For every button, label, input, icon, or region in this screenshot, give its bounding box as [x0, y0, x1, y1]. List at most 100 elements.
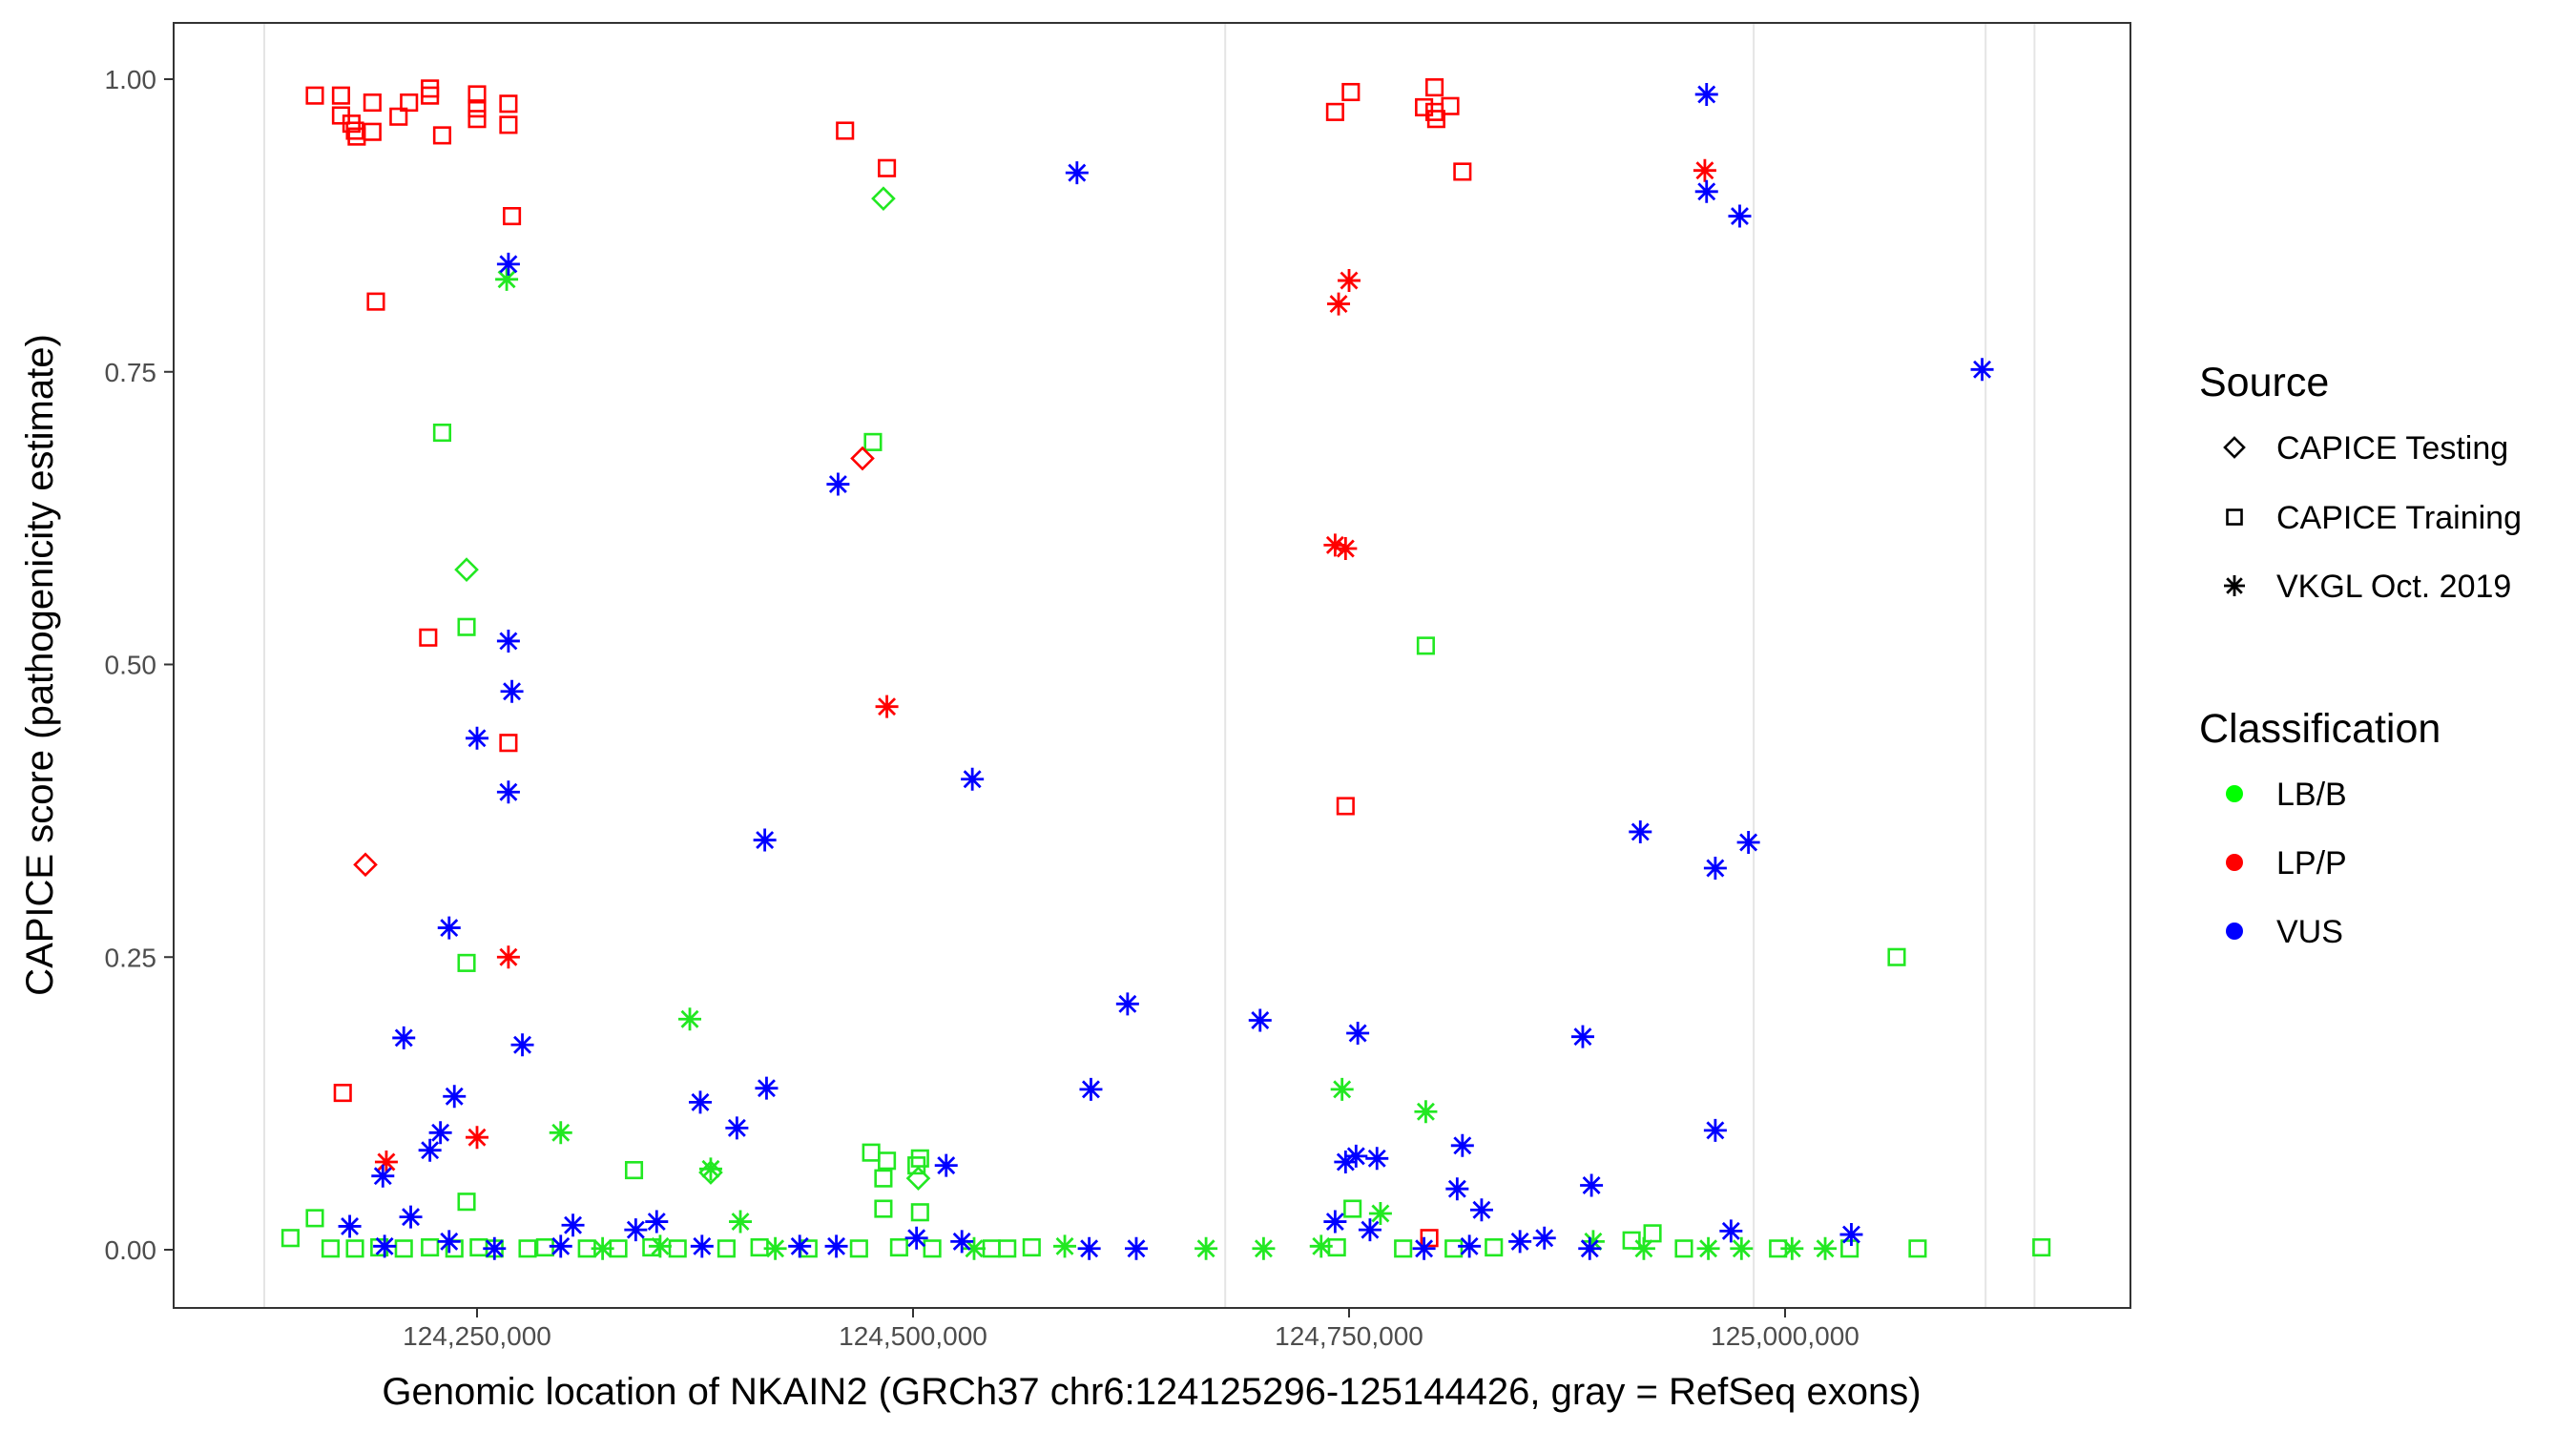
series-capice-training-lp-p [305, 78, 1472, 1248]
data-point [1631, 1236, 1655, 1260]
data-point [878, 1151, 897, 1171]
data-point [1334, 1150, 1358, 1173]
data-point [437, 916, 461, 940]
data-point [1412, 1236, 1436, 1260]
data-point [1840, 1239, 1859, 1258]
data-point [366, 292, 385, 311]
data-point [1368, 1201, 1392, 1225]
data-point [457, 1192, 476, 1212]
data-point [1426, 110, 1445, 129]
data-point [1508, 1230, 1532, 1254]
series-vkgl-oct-2019-lb-b [495, 267, 1838, 1260]
data-point [1124, 1236, 1148, 1260]
data-point [392, 1026, 416, 1049]
data-point [950, 1230, 974, 1254]
data-point [467, 99, 487, 118]
data-point [763, 1236, 787, 1260]
data-point [1970, 358, 1994, 382]
data-point [483, 1236, 507, 1260]
data-point [1693, 158, 1716, 182]
x-tick-label: 125,000,000 [1711, 1321, 1859, 1351]
data-point [624, 1161, 644, 1180]
data-point [1450, 1133, 1474, 1157]
data-point [421, 86, 440, 105]
legend-classification-title: Classification [2199, 706, 2441, 752]
data-point [878, 158, 897, 177]
data-point [755, 1076, 779, 1100]
data-point [1195, 1236, 1218, 1260]
legend: Source Classification CAPICE Testing CAPI… [2199, 360, 2522, 950]
data-point [910, 1203, 929, 1222]
y-tick-label: 0.00 [105, 1235, 157, 1265]
data-point [1323, 1210, 1347, 1234]
data-point [698, 1157, 722, 1181]
legend-source-label: VKGL Oct. 2019 [2276, 569, 2511, 605]
data-point [373, 1234, 397, 1258]
data-point [1580, 1173, 1604, 1197]
data-point [1338, 269, 1361, 293]
data-point [419, 628, 438, 647]
data-point [717, 1239, 736, 1258]
data-point [518, 1239, 537, 1258]
legend-square-icon [2226, 508, 2243, 526]
data-point [690, 1234, 714, 1258]
data-point [836, 121, 855, 140]
data-point [399, 1205, 423, 1229]
data-point [1414, 1100, 1438, 1124]
data-point [466, 726, 488, 750]
y-tick-label: 1.00 [105, 65, 157, 94]
exon-lines [262, 23, 2036, 1308]
data-point [432, 424, 451, 443]
data-point [1814, 1236, 1838, 1260]
data-point [1703, 856, 1727, 880]
data-point [1416, 636, 1435, 655]
y-tick-label: 0.50 [105, 651, 157, 680]
data-point [1415, 97, 1434, 116]
x-tick-label: 124,500,000 [839, 1321, 987, 1351]
data-point [400, 93, 419, 113]
legend-source-title: Source [2199, 360, 2329, 405]
data-point [824, 1234, 848, 1258]
data-point [496, 252, 520, 276]
data-point [1622, 1231, 1641, 1250]
data-point [871, 186, 896, 211]
data-point [394, 1239, 413, 1258]
data-point [432, 126, 451, 145]
data-point [904, 1226, 928, 1250]
data-point [443, 1085, 467, 1109]
data-point [1336, 797, 1355, 816]
data-point [457, 617, 476, 636]
data-point [1365, 1147, 1389, 1171]
data-point [437, 1230, 461, 1254]
data-point [962, 1236, 986, 1260]
data-point [889, 1237, 908, 1257]
data-point [668, 1239, 687, 1258]
data-point [549, 1121, 572, 1145]
data-point [495, 267, 519, 291]
data-point [826, 472, 850, 496]
data-point [1346, 1022, 1370, 1046]
data-point [1079, 1077, 1103, 1101]
data-point [1629, 819, 1652, 843]
data-point [457, 953, 476, 972]
data-point [499, 94, 518, 114]
data-point [729, 1210, 753, 1234]
data-point [874, 1199, 893, 1218]
data-point [389, 107, 408, 126]
data-point [500, 679, 524, 703]
data-point [1425, 78, 1444, 97]
legend-class-label: LP/P [2276, 845, 2347, 881]
data-point [1719, 1219, 1743, 1243]
data-point [1694, 179, 1718, 203]
y-tick-label: 0.75 [105, 358, 157, 387]
y-axis-title: CAPICE score (pathogenicity estimate) [19, 334, 61, 996]
data-point [280, 1229, 300, 1248]
data-point [1327, 292, 1351, 316]
data-point [331, 86, 350, 105]
data-point [863, 432, 883, 451]
data-point [1441, 96, 1460, 115]
data-point [499, 734, 518, 753]
data-point [875, 695, 899, 718]
